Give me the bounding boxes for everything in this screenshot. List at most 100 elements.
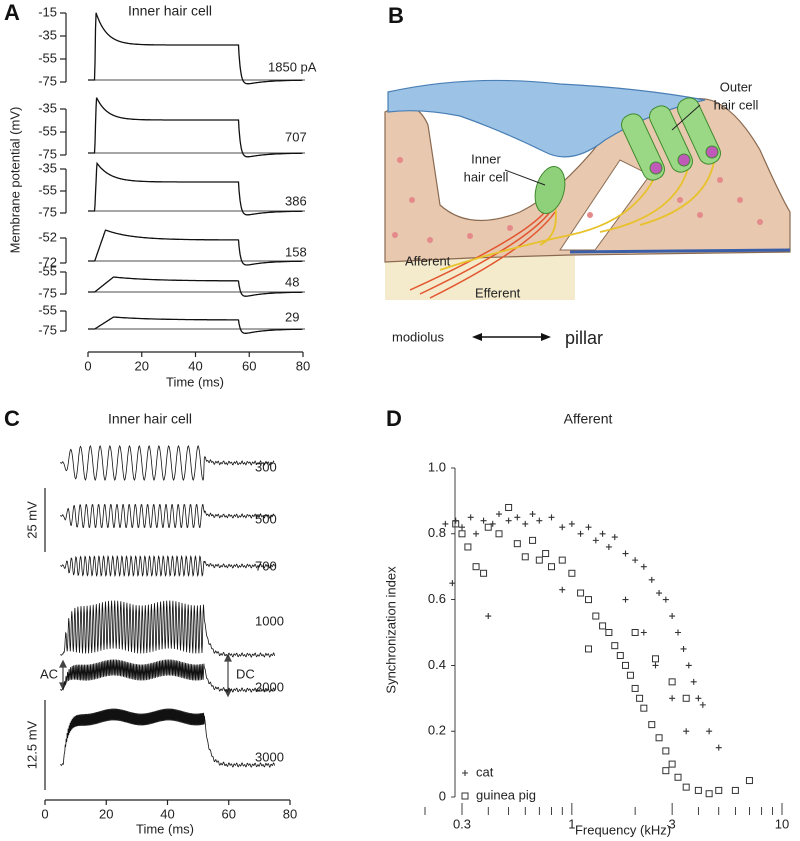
efferent-fibers (439, 154, 716, 271)
point (611, 534, 618, 541)
voltage-trace (60, 659, 276, 693)
point (648, 576, 655, 583)
voltage-trace (88, 97, 303, 158)
inner-hair-cell (534, 166, 566, 214)
label: AC (40, 666, 58, 681)
x-axis-title: Frequency (kHz) (575, 822, 671, 837)
panel-b-text: B Outer hair cell Inner hair cell Affere… (388, 3, 759, 348)
y-tick-label: -55 (38, 123, 57, 138)
point (514, 514, 521, 521)
point (467, 514, 474, 521)
y-tick-label: -55 (38, 302, 57, 317)
ihc-pointer (504, 169, 546, 186)
label: Outer (720, 79, 753, 94)
point (651, 655, 659, 663)
point (577, 589, 585, 597)
point (585, 645, 593, 653)
trace-label: 1850 pA (268, 59, 317, 74)
point (640, 704, 648, 712)
x-tick-label: 20 (135, 358, 149, 373)
basilar-membrane (569, 248, 791, 254)
x-axis-title: Time (ms) (136, 821, 194, 836)
point (656, 590, 663, 597)
panel-title: Inner hair cell (108, 411, 192, 427)
point (535, 556, 543, 564)
point (705, 790, 713, 798)
point (622, 661, 630, 669)
point (662, 596, 669, 603)
panel-label: B (388, 3, 404, 28)
y-axis-title: Membrane potential (mV) (7, 107, 22, 254)
y-tick-label: 0.4 (428, 657, 446, 672)
y-tick-label: -35 (38, 100, 57, 115)
y-tick-label: -52 (38, 229, 57, 244)
y-tick-label: -75 (38, 322, 57, 337)
legend-marker (462, 770, 468, 776)
voltage-trace (60, 600, 276, 658)
point (640, 563, 647, 570)
panel-title: Afferent (564, 411, 613, 427)
trace-label: 1000 (255, 613, 284, 628)
y-tick-label: -55 (38, 182, 57, 197)
point (685, 662, 692, 669)
point (449, 580, 456, 587)
y-tick-label: -72 (38, 254, 57, 269)
point (568, 569, 576, 577)
panel-label: A (4, 0, 20, 25)
voltage-trace (60, 708, 275, 768)
point (622, 596, 629, 603)
point (585, 524, 592, 531)
point (480, 517, 487, 524)
x-tick-label: 20 (99, 806, 113, 821)
cochlea-diagram (384, 79, 791, 341)
point (668, 678, 676, 686)
point (577, 530, 584, 537)
x-tick-label: 10 (775, 816, 789, 831)
point (480, 569, 488, 577)
point (529, 511, 536, 518)
label: DC (236, 666, 255, 681)
trace-label: 700 (255, 558, 277, 573)
y-tick-label: -75 (38, 204, 57, 219)
point (694, 786, 702, 794)
point (616, 652, 624, 660)
point (631, 684, 639, 692)
trace-label: 29 (285, 309, 299, 324)
label: Afferent (405, 253, 451, 268)
point (648, 721, 656, 729)
point (459, 524, 465, 531)
point (485, 613, 492, 620)
x-tick-label: 0 (41, 806, 48, 821)
point (631, 629, 639, 636)
point (473, 530, 480, 537)
point (745, 777, 753, 785)
point (484, 523, 492, 531)
point (715, 786, 723, 794)
point (458, 530, 466, 538)
arrows (59, 653, 232, 698)
trace-label: 3000 (255, 749, 284, 764)
voltage-trace (88, 161, 303, 216)
point (529, 536, 537, 544)
point (668, 760, 676, 768)
panel-label: D (386, 406, 402, 431)
point (521, 553, 529, 561)
point (592, 612, 600, 620)
label: pillar (565, 328, 603, 348)
y-tick-label: 1.0 (428, 459, 446, 474)
scale-bar-label: 25 mV (24, 501, 39, 539)
trace-label: 386 (285, 193, 307, 208)
panel-label: C (4, 406, 20, 431)
point (695, 695, 702, 702)
y-tick-label: 0 (439, 788, 446, 803)
point (675, 629, 682, 636)
point (683, 728, 690, 735)
x-tick-label: 80 (296, 358, 310, 373)
point (558, 556, 566, 564)
point (699, 701, 706, 708)
point (674, 773, 682, 781)
trace-label: 707 (285, 129, 307, 144)
y-tick-label: 0.6 (428, 591, 446, 606)
point (682, 694, 690, 702)
y-tick-label: -75 (38, 73, 57, 88)
